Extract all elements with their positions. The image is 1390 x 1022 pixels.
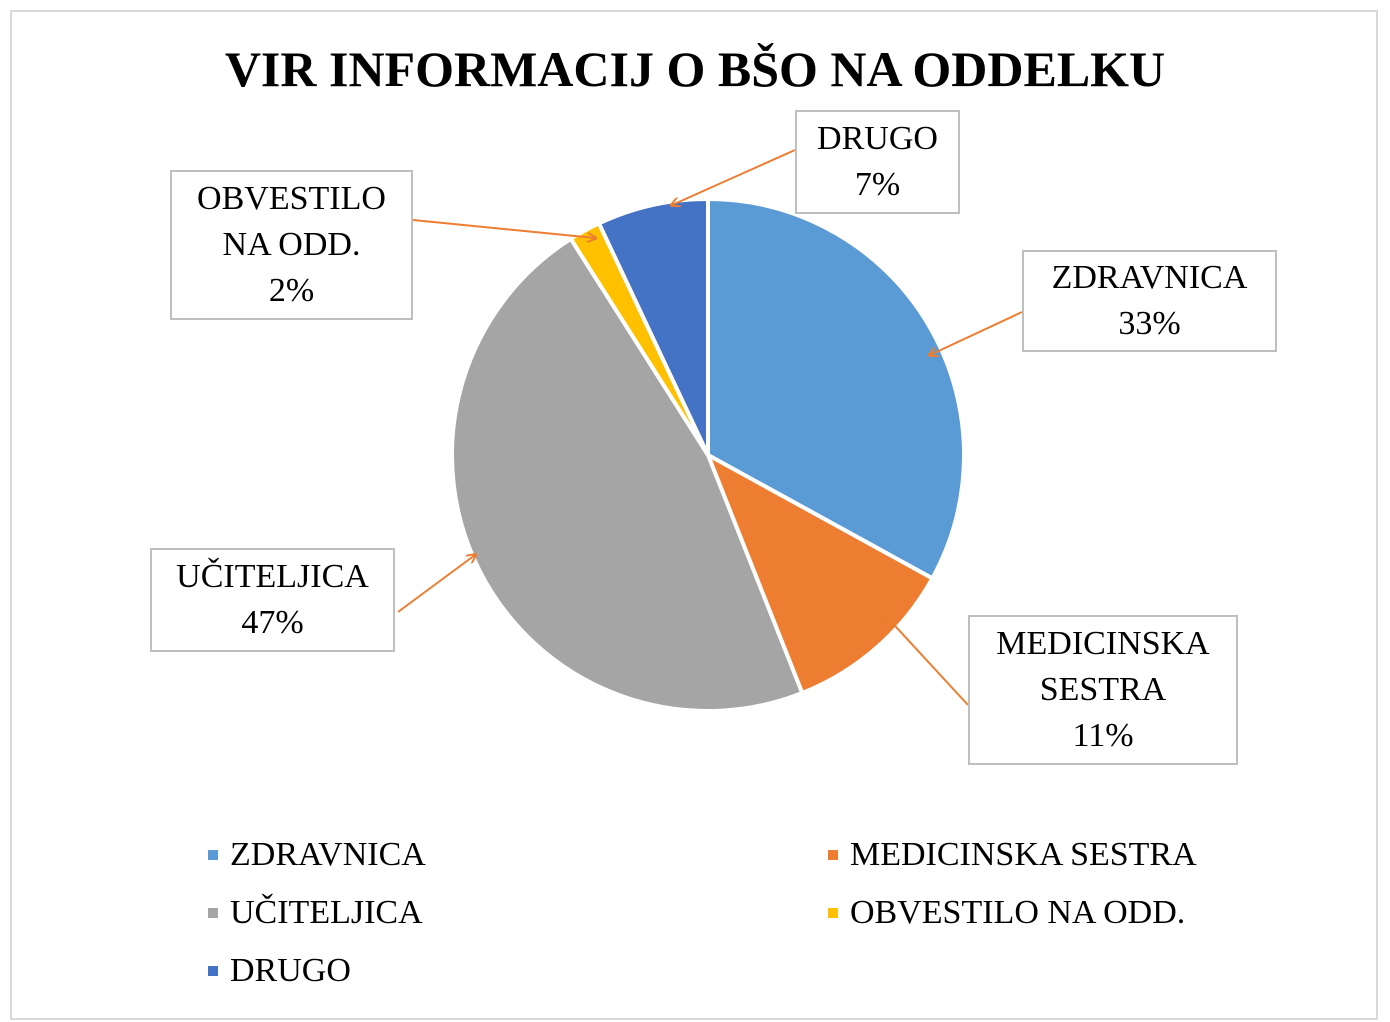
pie-slice [596,196,710,456]
legend-label: MEDICINSKA SESTRA [850,836,1197,873]
pie-slice [706,196,966,582]
data-label-value: 7% [854,166,901,203]
data-label: OBVESTILO NA ODD. 2% [170,170,413,320]
legend-label: UČITELJICA [230,894,423,931]
legend-item: MEDICINSKA SESTRA [828,830,1197,880]
legend-swatch [208,850,218,860]
data-label-value: 33% [1118,305,1181,342]
legend-swatch [828,850,838,860]
leader-line [885,615,969,706]
data-label-category: DRUGO [817,120,938,157]
leader-line [397,555,475,613]
data-label-category: MEDICINSKA SESTRA [996,625,1210,708]
legend-swatch [828,908,838,918]
pie-slice [450,236,805,713]
data-label-category: OBVESTILO NA ODD. [197,180,386,263]
data-label: ZDRAVNICA 33% [1022,250,1277,352]
legend-label: ZDRAVNICA [230,836,426,873]
leader-line [672,149,796,205]
legend-label: OBVESTILO NA ODD. [850,894,1186,931]
data-label-category: ZDRAVNICA [1051,259,1248,296]
data-label-value: 47% [241,604,304,641]
chart-title: VIR INFORMACIJ O BŠO NA ODDELKU [224,41,1166,97]
data-label-value: 2% [268,272,315,309]
legend-item: OBVESTILO NA ODD. [828,888,1185,938]
leader-line [412,219,595,238]
legend-item: ZDRAVNICA [208,830,426,880]
data-label: MEDICINSKA SESTRA 11% [968,615,1238,765]
data-label: UČITELJICA 47% [150,548,395,652]
legend-label: DRUGO [230,952,351,989]
chart-frame [10,10,1378,1020]
data-label-value: 11% [1072,717,1134,754]
data-label-category: UČITELJICA [176,558,369,595]
leader-line [930,311,1023,355]
legend-item: UČITELJICA [208,888,423,938]
legend-swatch [208,908,218,918]
legend-swatch [208,966,218,976]
pie-slice [704,450,936,696]
data-label: DRUGO 7% [795,110,960,214]
legend-item: DRUGO [208,946,351,996]
